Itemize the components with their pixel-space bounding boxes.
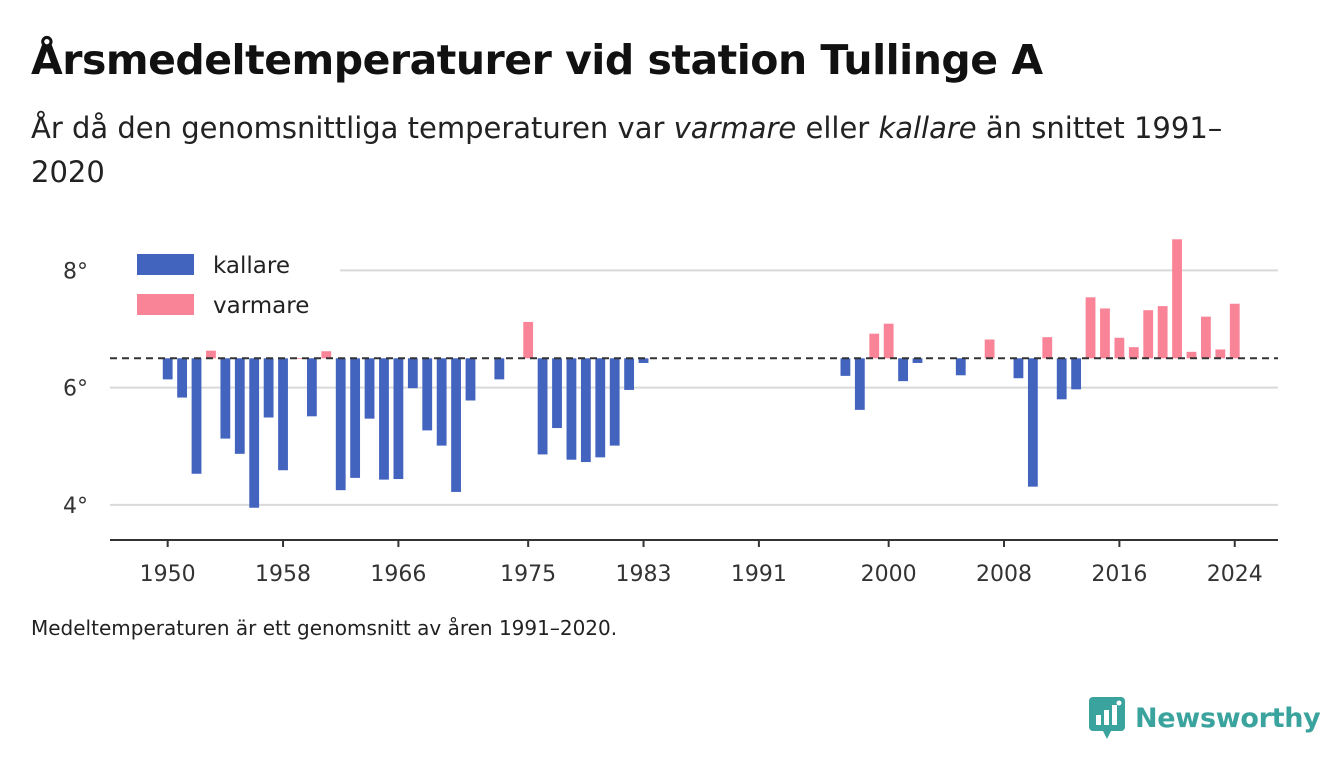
legend-swatch-kallare [137,254,194,275]
bars [162,239,1240,508]
bar-2009 [1013,358,1024,379]
bar-2014 [1085,297,1096,359]
bar-1964 [364,358,375,419]
y-tick-label-6: 6° [63,377,88,402]
bar-1953 [206,350,216,359]
bar-1979 [580,358,591,463]
legend-swatch-varmare [137,294,194,315]
x-tick-label-2016: 2016 [1091,562,1147,587]
x-tick-label-1975: 1975 [500,562,556,587]
bar-1957 [263,358,274,418]
y-tick-label-4: 4° [63,494,88,519]
bar-1966 [393,358,404,480]
y-tick-label-8: 8° [63,259,88,284]
bar-1998 [854,358,865,410]
y-tick-labels: 4° 6° 8° [63,259,88,518]
bar-1977 [552,358,562,429]
bar-1999 [869,333,880,359]
bar-1975 [523,321,534,359]
footnote: Medeltemperaturen är ett genomsnitt av å… [31,616,618,640]
x-tick-label-1950: 1950 [140,562,196,587]
bar-2020 [1172,239,1182,359]
bar-1959 [292,358,303,360]
bar-1970 [451,358,461,492]
bar-1976 [537,358,548,455]
bar-1954 [220,358,231,439]
bar-1981 [609,358,620,446]
bar-1955 [234,358,245,454]
bar-1962 [335,358,346,491]
bar-2016 [1114,337,1125,359]
subtitle-part-2: eller [796,111,879,145]
x-ticks: 1950 1958 1966 1975 1983 1991 2000 2008 2016 2024 [140,540,1263,587]
bar-1950 [162,358,173,380]
legend-label-varmare: varmare [213,293,309,319]
bar-1965 [379,358,389,480]
legend: kallare varmare [100,240,340,326]
bar-1958 [278,358,288,471]
bar-2007 [984,339,995,359]
x-tick-label-2008: 2008 [976,562,1032,587]
bar-2017 [1128,347,1139,359]
bar-2023 [1215,349,1226,359]
x-tick-label-1983: 1983 [616,562,672,587]
bar-1963 [350,358,361,478]
bar-2010 [1027,358,1038,487]
legend-label-kallare: kallare [213,253,290,279]
bar-1969 [436,358,447,446]
bar-1982 [624,358,635,390]
bar-1951 [177,358,188,398]
bar-1967 [407,358,418,389]
x-tick-label-1958: 1958 [255,562,311,587]
x-tick-label-1966: 1966 [370,562,426,587]
bar-2015 [1100,308,1110,359]
bar-1980 [595,358,606,458]
bar-1983 [638,358,649,363]
brand-logo[interactable]: Newsworthy [1089,697,1321,739]
x-tick-label-2024: 2024 [1207,562,1263,587]
bar-2002 [912,358,923,363]
bar-1973 [494,358,505,380]
subtitle-part-3: än snittet 1991–2020 [31,111,1223,189]
bar-2024 [1229,303,1240,359]
bar-2005 [955,358,966,376]
bar-1978 [566,358,577,460]
x-tick-label-1991: 1991 [731,562,787,587]
x-tick-label-2000: 2000 [861,562,917,587]
bar-2013 [1071,358,1082,390]
bar-2001 [898,358,908,382]
subtitle-cold-word: kallare [878,111,977,145]
chart-title: Årsmedeltemperaturer vid station Tulling… [31,36,1043,84]
bar-1968 [422,358,433,431]
bar-2000 [883,323,894,359]
bar-1952 [191,358,202,474]
bar-1971 [465,358,476,401]
bar-1961 [321,351,332,359]
bar-2021 [1186,351,1197,359]
bar-2011 [1042,337,1053,359]
chart-subtitle: År då den genomsnittliga temperaturen va… [31,106,1261,194]
bar-2022 [1201,316,1211,359]
bar-1956 [249,358,260,508]
subtitle-warm-word: varmare [673,111,797,145]
brand-name: Newsworthy [1135,702,1321,734]
bar-1997 [840,358,851,376]
bar-2012 [1056,358,1067,400]
bar-2018 [1143,310,1154,359]
bar-1960 [306,358,317,417]
newsworthy-logo-icon [1089,697,1125,739]
subtitle-part-1: År då den genomsnittliga temperaturen va… [31,111,674,145]
bar-2019 [1157,306,1168,359]
